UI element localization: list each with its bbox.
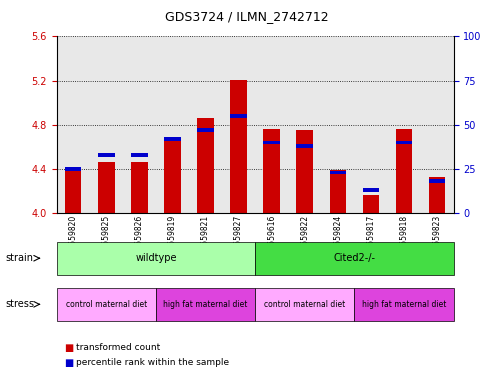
Text: ■: ■ — [64, 358, 73, 368]
Bar — [296, 130, 313, 213]
Bar — [65, 168, 81, 213]
Bar — [197, 128, 214, 132]
Bar — [65, 167, 81, 171]
Bar — [164, 137, 181, 141]
Bar — [263, 141, 280, 144]
Bar — [396, 141, 412, 144]
Text: control maternal diet: control maternal diet — [66, 300, 147, 309]
Bar — [98, 153, 114, 157]
Bar — [363, 195, 379, 213]
Bar — [429, 179, 445, 183]
Bar — [230, 79, 247, 213]
Text: wildtype: wildtype — [135, 253, 176, 263]
Bar — [329, 170, 346, 174]
Bar — [164, 138, 181, 213]
Bar — [131, 153, 147, 157]
Bar — [296, 144, 313, 148]
Bar — [329, 170, 346, 213]
Bar — [429, 177, 445, 213]
Bar — [131, 162, 147, 213]
Bar — [396, 129, 412, 213]
Bar — [230, 114, 247, 118]
Text: transformed count: transformed count — [76, 343, 161, 352]
Bar — [363, 188, 379, 192]
Bar — [98, 162, 114, 213]
Text: control maternal diet: control maternal diet — [264, 300, 346, 309]
Text: high fat maternal diet: high fat maternal diet — [163, 300, 247, 309]
Text: ■: ■ — [64, 343, 73, 353]
Bar — [197, 118, 214, 213]
Text: Cited2-/-: Cited2-/- — [333, 253, 375, 263]
Text: percentile rank within the sample: percentile rank within the sample — [76, 358, 230, 367]
Bar — [263, 129, 280, 213]
Text: strain: strain — [5, 253, 33, 263]
Text: stress: stress — [5, 299, 34, 310]
Text: GDS3724 / ILMN_2742712: GDS3724 / ILMN_2742712 — [165, 10, 328, 23]
Text: high fat maternal diet: high fat maternal diet — [362, 300, 446, 309]
